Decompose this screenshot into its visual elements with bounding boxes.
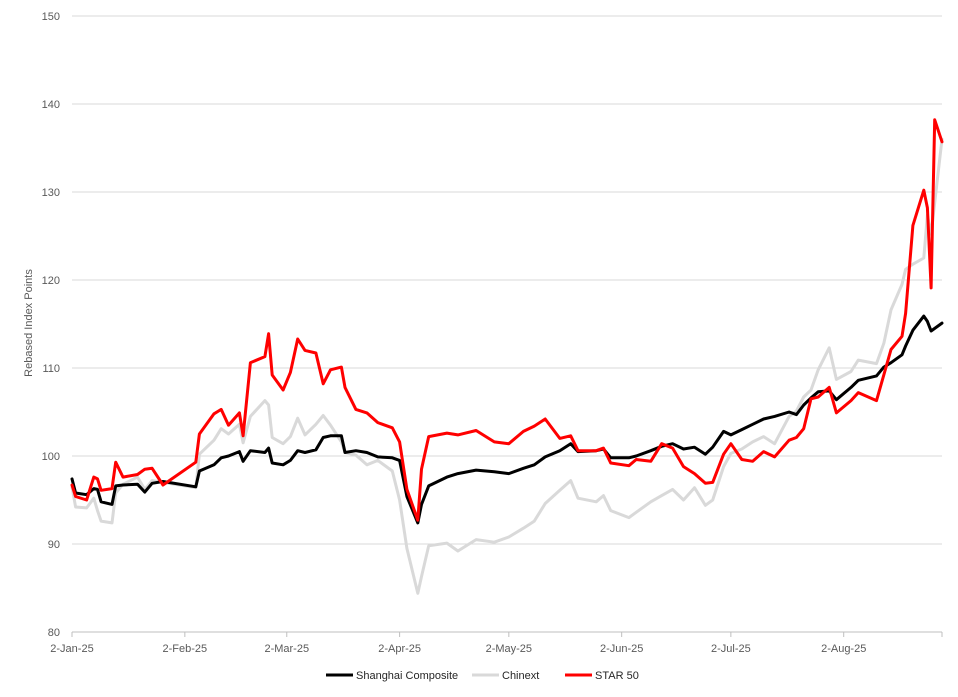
x-tick-label: 2-Jun-25 <box>600 643 643 655</box>
x-tick-label: 2-Apr-25 <box>378 643 421 655</box>
x-tick-label: 2-Jan-25 <box>50 643 93 655</box>
x-tick-label: 2-Mar-25 <box>264 643 309 655</box>
y-tick-label: 150 <box>42 11 60 23</box>
y-tick-label: 120 <box>42 275 60 287</box>
gridlines <box>72 15 942 633</box>
y-tick-label: 100 <box>42 451 60 463</box>
legend-label-shanghai-composite: Shanghai Composite <box>356 670 458 682</box>
series-line-star-50 <box>70 118 944 522</box>
series-line-chinext <box>70 137 944 595</box>
series-lines <box>70 118 944 595</box>
x-tick-label: 2-Feb-25 <box>163 643 208 655</box>
y-tick-label: 140 <box>42 99 60 111</box>
y-tick-label: 130 <box>42 187 60 199</box>
x-axis-tick-labels: 2-Jan-25 2-Feb-25 2-Mar-25 2-Apr-25 2-May-25… <box>50 632 943 655</box>
x-tick-label: 2-Jul-25 <box>711 643 751 655</box>
series-line-shanghai-composite <box>70 314 944 525</box>
legend-label-star-50: STAR 50 <box>595 670 639 682</box>
x-tick-label: 2-Aug-25 <box>821 643 866 655</box>
y-tick-label: 110 <box>42 363 60 375</box>
y-axis-tick-labels: 80 90 100 110 120 130 140 150 <box>42 11 60 639</box>
legend: Shanghai Composite Chinext STAR 50 <box>326 670 639 682</box>
y-tick-label: 90 <box>48 539 60 551</box>
x-tick-label: 2-May-25 <box>486 643 532 655</box>
y-axis-title: Rebased Index Points <box>23 269 35 377</box>
y-tick-label: 80 <box>48 627 60 639</box>
legend-label-chinext: Chinext <box>502 670 539 682</box>
